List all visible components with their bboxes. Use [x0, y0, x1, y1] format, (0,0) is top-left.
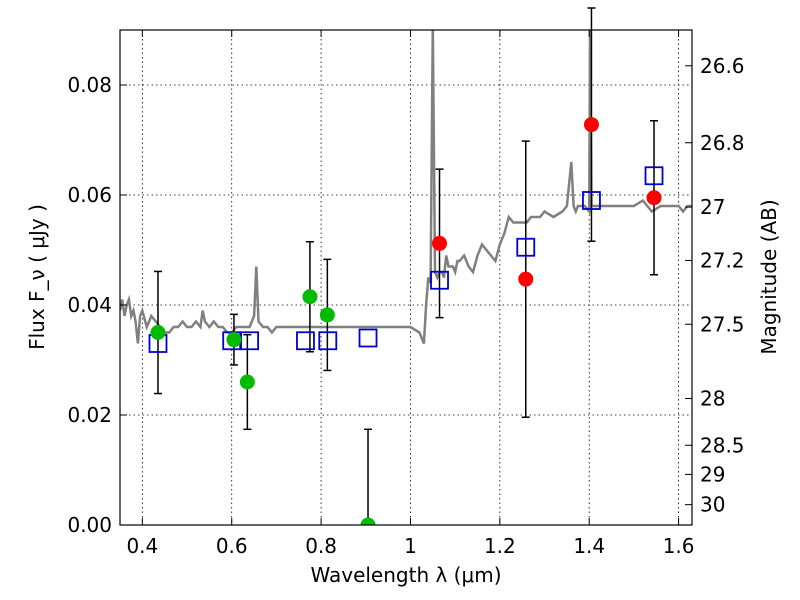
y2-axis-title: Magnitude (AB) [757, 199, 781, 354]
model-box [516, 237, 536, 257]
x-tick-label: 0.6 [216, 534, 248, 558]
optical-point [360, 517, 376, 525]
y2-tick-label: 28.5 [700, 433, 745, 457]
x-tick-label: 1.2 [484, 534, 516, 558]
optical-point [239, 374, 255, 390]
optical-point [226, 332, 242, 348]
y-tick-label: 0.04 [67, 293, 112, 317]
optical-point [319, 307, 335, 323]
x-tick-label: 1.6 [663, 534, 695, 558]
model-box [644, 166, 664, 186]
y2-tick-label: 29 [700, 462, 725, 486]
y2-tick-label: 26.6 [700, 54, 745, 78]
model-box [358, 328, 378, 348]
x-tick-label: 0.4 [126, 534, 158, 558]
error-bars [153, 7, 659, 525]
y2-tick-label: 27.2 [700, 248, 745, 272]
grid-lines [120, 30, 692, 525]
x-tick-label: 0.8 [305, 534, 337, 558]
y-axis-title: Flux F_ν ( μJy ) [25, 204, 49, 350]
optical-point [302, 289, 318, 305]
y-tick-label: 0.06 [67, 183, 112, 207]
model-spectrum [120, 30, 692, 344]
model-box [430, 270, 449, 290]
model-box [296, 331, 315, 351]
y2-tick-label: 27.5 [700, 312, 745, 336]
ir-point [583, 117, 599, 133]
model-photometry-boxes [148, 166, 664, 353]
spectrum-line [120, 30, 692, 344]
observed-photometry-points [150, 117, 662, 525]
ir-point [518, 271, 534, 287]
model-box [582, 191, 601, 210]
y2-tick-label: 26.8 [700, 131, 745, 155]
ir-point [646, 190, 662, 206]
y-axis-title-text: Flux F_ν ( μJy ) [25, 204, 49, 350]
x-tick-label: 1.4 [573, 534, 605, 558]
ir-point [432, 235, 448, 251]
y2-tick-label: 28 [700, 387, 725, 411]
axis-ticks [120, 30, 692, 526]
y2-tick-label: 30 [700, 493, 725, 517]
y-tick-label: 0.08 [67, 73, 112, 97]
x-axis-title: Wavelength λ (μm) [310, 563, 501, 587]
x-tick-label: 1 [404, 534, 417, 558]
tick-labels: 0.4 0.6 0.8 1 1.2 1.4 1.6 0.00 0.02 0.04 0.06 0.08 2… [67, 54, 744, 558]
plot-frame [119, 29, 693, 526]
y-tick-label: 0.02 [67, 403, 112, 427]
y-tick-label: 0.00 [67, 513, 112, 537]
model-box [318, 331, 338, 351]
optical-point [150, 325, 166, 340]
y2-tick-label: 27 [700, 195, 725, 219]
